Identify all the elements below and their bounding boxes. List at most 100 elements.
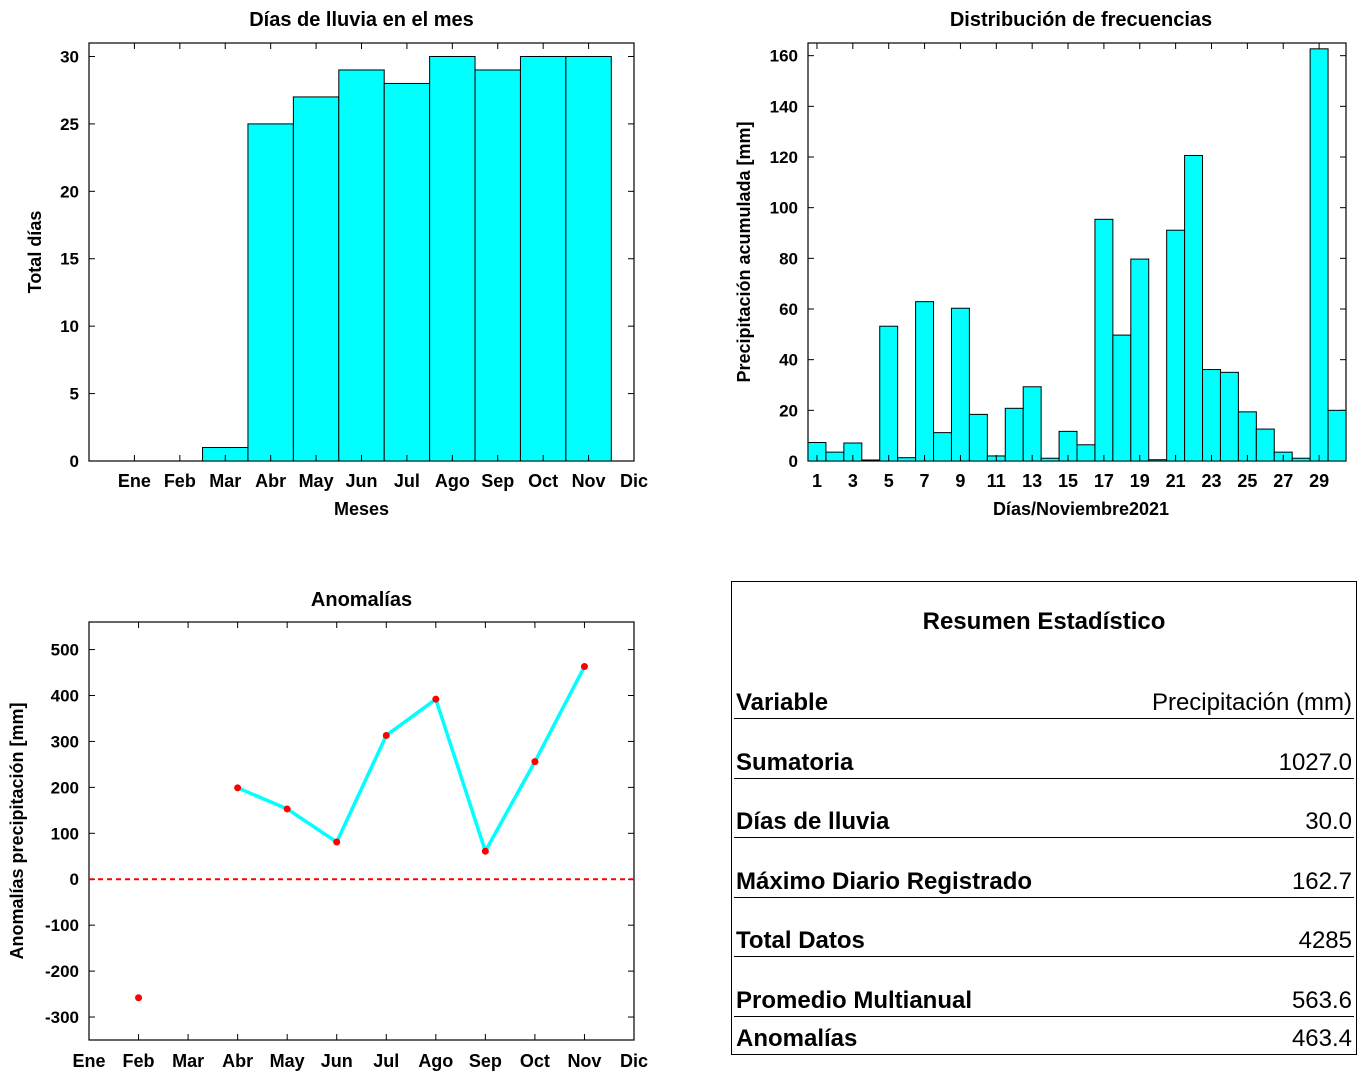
chart-title: Días de lluvia en el mes <box>249 9 474 31</box>
y-tick-label: 80 <box>779 249 798 268</box>
x-tick-label: 21 <box>1166 471 1186 491</box>
data-point <box>135 994 143 1002</box>
y-tick-label: 500 <box>51 641 79 660</box>
data-point <box>531 758 539 766</box>
bar <box>1076 444 1096 462</box>
bar <box>429 55 476 462</box>
summary-row-label: Total Datos <box>736 927 865 954</box>
y-tick-label: 30 <box>60 47 79 66</box>
bar <box>915 301 935 462</box>
x-tick-label: 5 <box>884 471 894 491</box>
summary-row-value: 162.7 <box>1291 868 1352 895</box>
summary-row: Total Datos 4285 <box>734 900 1354 957</box>
y-tick-label: -100 <box>45 916 79 935</box>
y-tick-label: 120 <box>770 148 798 167</box>
y-tick-label: 60 <box>779 300 798 319</box>
summary-row: Sumatoria 1027.0 <box>734 722 1354 779</box>
bar <box>1022 386 1042 462</box>
bar <box>1166 229 1186 462</box>
bar <box>968 413 988 462</box>
plot-frame <box>88 621 635 1041</box>
y-tick-label: 5 <box>70 385 79 404</box>
y-tick-label: 300 <box>51 732 79 751</box>
y-tick-label: 20 <box>779 401 798 420</box>
bar <box>247 123 294 462</box>
x-tick-label: Abr <box>255 471 286 491</box>
summary-header-row: Variable Precipitación (mm) <box>734 662 1354 719</box>
x-tick-label: 9 <box>955 471 965 491</box>
x-tick-label: 25 <box>1237 471 1257 491</box>
y-tick-label: -200 <box>45 962 79 981</box>
x-tick-label: Sep <box>481 471 514 491</box>
x-tick-label: Ago <box>418 1051 453 1071</box>
x-tick-label: 27 <box>1273 471 1293 491</box>
x-tick-label: Mar <box>209 471 241 491</box>
x-tick-label: 19 <box>1130 471 1150 491</box>
data-point <box>382 731 390 739</box>
bar <box>1094 218 1114 462</box>
y-tick-label: 10 <box>60 317 79 336</box>
y-axis-label: Precipitación acumulada [mm] <box>734 121 754 382</box>
bar <box>519 55 567 462</box>
data-point <box>283 805 291 813</box>
summary-row-value: 463.4 <box>1291 1025 1352 1052</box>
x-tick-label: May <box>299 471 334 491</box>
bar <box>879 325 899 462</box>
bar <box>1202 369 1221 462</box>
summary-row-label: Sumatoria <box>736 749 854 776</box>
x-tick-label: Nov <box>567 1051 601 1071</box>
series-line <box>236 665 587 856</box>
x-tick-label: 15 <box>1058 471 1078 491</box>
summary-table: Resumen Estadístico Variable Precipitaci… <box>731 581 1357 1055</box>
bar <box>292 96 340 462</box>
summary-row: Días de lluvia 30.0 <box>734 781 1354 838</box>
chart-title: Anomalías <box>311 589 412 611</box>
data-point <box>333 838 341 846</box>
bar <box>1291 457 1311 462</box>
data-point <box>481 847 489 855</box>
x-tick-label: Dic <box>620 471 648 491</box>
y-tick-label: 15 <box>60 250 79 269</box>
data-point <box>234 784 242 792</box>
x-tick-label: Oct <box>528 471 558 491</box>
summary-row-label: Días de lluvia <box>736 808 890 835</box>
summary-title: Resumen Estadístico <box>922 608 1166 635</box>
x-tick-label: 3 <box>848 471 858 491</box>
x-tick-label: Jul <box>394 471 420 491</box>
x-tick-label: Feb <box>123 1051 155 1071</box>
x-tick-label: Mar <box>172 1051 204 1071</box>
summary-row-label: Anomalías <box>736 1025 858 1052</box>
y-tick-label: 160 <box>770 47 798 66</box>
bar <box>1255 428 1275 462</box>
x-axis-label: Meses <box>334 499 389 519</box>
summary-row: Promedio Multianual 563.6 <box>734 960 1354 1017</box>
summary-row-label: Máximo Diario Registrado <box>736 868 1033 895</box>
bar <box>1040 457 1060 462</box>
bar <box>474 69 521 462</box>
x-tick-label: Ene <box>72 1051 105 1071</box>
y-tick-label: 100 <box>51 824 79 843</box>
x-tick-label: 17 <box>1094 471 1114 491</box>
bar <box>1130 258 1150 462</box>
y-tick-label: 20 <box>60 182 79 201</box>
x-tick-label: Jul <box>373 1051 399 1071</box>
x-tick-label: Ago <box>435 471 470 491</box>
y-tick-label: -300 <box>45 1008 79 1027</box>
y-tick-label: 0 <box>70 452 79 471</box>
bar <box>1219 371 1239 462</box>
summary-header-label: Variable <box>736 689 829 716</box>
y-tick-label: 140 <box>770 97 798 116</box>
bar <box>950 307 970 462</box>
x-tick-label: 7 <box>920 471 930 491</box>
x-tick-label: 13 <box>1022 471 1042 491</box>
x-tick-label: Abr <box>222 1051 253 1071</box>
x-tick-label: Feb <box>164 471 196 491</box>
y-tick-label: 100 <box>770 199 798 218</box>
bar <box>861 459 881 462</box>
y-tick-label: 0 <box>70 870 79 889</box>
bar <box>383 82 431 462</box>
summary-row-value: 563.6 <box>1291 987 1352 1014</box>
x-tick-label: Nov <box>572 471 606 491</box>
x-tick-label: Dic <box>620 1051 648 1071</box>
